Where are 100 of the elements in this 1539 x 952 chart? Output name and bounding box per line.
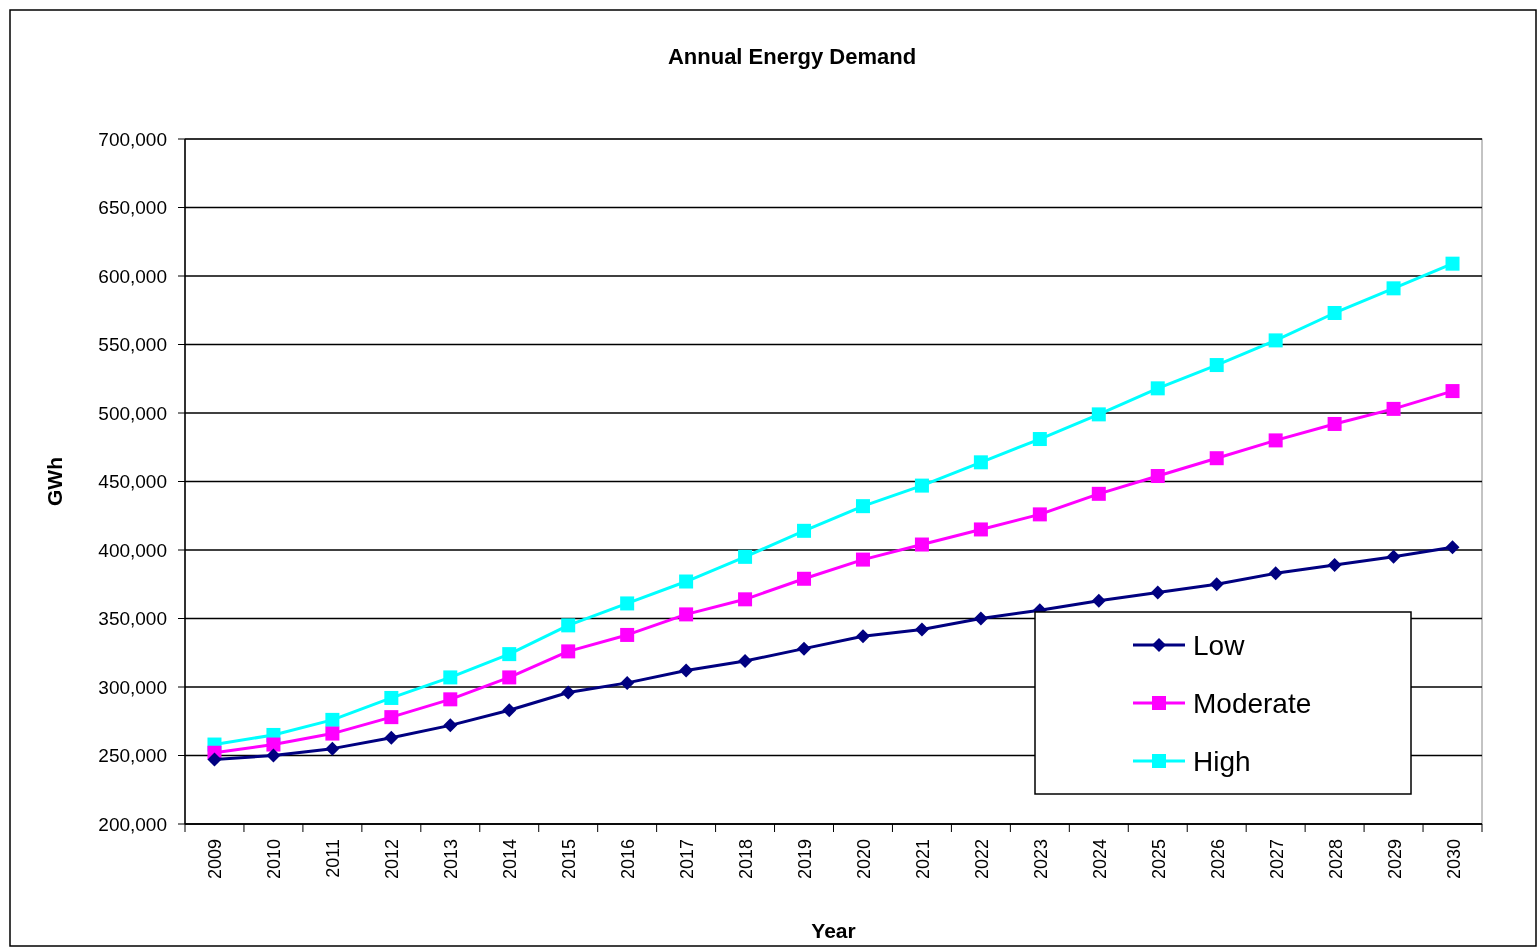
point [502, 647, 517, 662]
point [1032, 432, 1047, 447]
point [679, 574, 694, 589]
point [384, 710, 399, 725]
point [325, 726, 340, 741]
point [1268, 566, 1283, 581]
point [561, 685, 576, 700]
point [1327, 305, 1342, 320]
point [620, 627, 635, 642]
point [561, 644, 576, 659]
point [1032, 507, 1047, 522]
point [914, 537, 929, 552]
y-tick-label: 650,000 [98, 197, 167, 219]
point [620, 596, 635, 611]
x-tick-label: 2024 [1089, 839, 1110, 880]
point [1445, 384, 1460, 399]
x-tick-label: 2019 [795, 839, 816, 880]
point [1209, 577, 1224, 592]
x-tick-label: 2029 [1384, 839, 1405, 880]
point [502, 670, 517, 685]
point [1386, 281, 1401, 296]
legend-label: Low [1193, 629, 1246, 661]
point [207, 752, 222, 767]
point [1268, 433, 1283, 448]
point [738, 653, 753, 668]
point [443, 692, 458, 707]
point [855, 629, 870, 644]
y-tick-label: 600,000 [98, 265, 167, 287]
point [1268, 333, 1283, 348]
y-tick-label: 350,000 [98, 608, 167, 630]
y-tick-label: 200,000 [98, 813, 167, 835]
point [1091, 486, 1106, 501]
x-tick-label: 2026 [1207, 839, 1228, 880]
y-tick-label: 400,000 [98, 539, 167, 561]
point [973, 611, 988, 626]
x-tick-label: 2017 [677, 839, 698, 880]
legend-label: High [1193, 745, 1251, 777]
y-axis-title: GWh [43, 457, 66, 506]
point [738, 592, 753, 607]
point [561, 618, 576, 633]
x-tick-label: 2023 [1030, 839, 1051, 880]
point [1150, 585, 1165, 600]
point [914, 622, 929, 637]
point [266, 737, 281, 752]
x-tick-label: 2009 [205, 839, 226, 880]
x-tick-label: 2016 [618, 839, 639, 880]
legend-label: Moderate [1193, 687, 1312, 719]
y-tick-label: 300,000 [98, 676, 167, 698]
x-axis-title: Year [811, 919, 856, 942]
y-tick-label: 450,000 [98, 471, 167, 493]
y-tick-label: 700,000 [98, 128, 167, 150]
point [325, 741, 340, 756]
point [797, 641, 812, 656]
x-tick-label: 2018 [736, 839, 757, 880]
point [1091, 407, 1106, 422]
point [797, 523, 812, 538]
x-tick-label: 2027 [1266, 839, 1287, 880]
point [502, 703, 517, 718]
x-tick-label: 2020 [853, 839, 874, 880]
point [679, 663, 694, 678]
point [1209, 451, 1224, 466]
point [620, 675, 635, 690]
y-tick-label: 250,000 [98, 745, 167, 767]
x-tick-label: 2015 [559, 839, 580, 880]
point [384, 730, 399, 745]
point [973, 455, 988, 470]
y-tick-label: 500,000 [98, 402, 167, 424]
x-tick-label: 2025 [1148, 839, 1169, 880]
point [1386, 401, 1401, 416]
point [1445, 540, 1460, 555]
point [855, 499, 870, 514]
point [266, 748, 281, 763]
y-tick-label: 550,000 [98, 334, 167, 356]
point [325, 712, 340, 727]
point [1209, 358, 1224, 373]
point [443, 718, 458, 733]
chart-title: Annual Energy Demand [667, 44, 917, 69]
x-tick-label: 2022 [971, 839, 992, 880]
point [1327, 416, 1342, 431]
x-tick-label: 2014 [500, 839, 521, 880]
x-tick-label: 2011 [323, 839, 344, 878]
point [1150, 469, 1165, 484]
point [1091, 593, 1106, 608]
point [1445, 256, 1460, 271]
x-tick-label: 2021 [912, 839, 933, 880]
point [855, 552, 870, 567]
point [384, 690, 399, 705]
x-tick-label: 2028 [1325, 839, 1346, 880]
x-tick-label: 2030 [1443, 839, 1464, 880]
point [797, 571, 812, 586]
point [1327, 558, 1342, 573]
x-tick-label: 2010 [264, 839, 285, 880]
point [973, 522, 988, 537]
point [679, 607, 694, 622]
point [1386, 549, 1401, 564]
point [1150, 381, 1165, 396]
x-tick-label: 2012 [382, 839, 403, 880]
point [738, 549, 753, 564]
point [443, 670, 458, 685]
point [914, 478, 929, 493]
